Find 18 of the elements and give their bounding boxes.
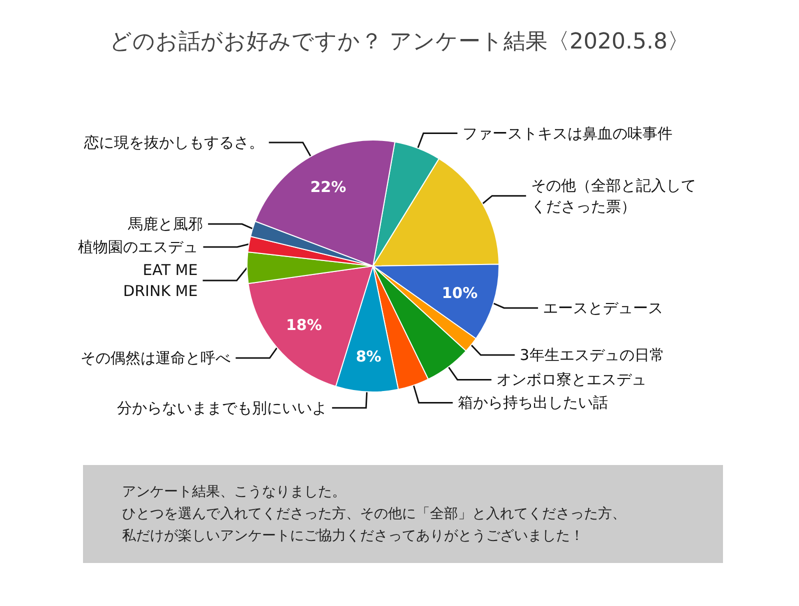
note-panel: アンケート結果、こうなりました。 ひとつを選んで入れてくださった方、その他に「全部」と入れてくださった方、 私だけが楽しいアンケートにご協力くださってありがとうございました！ — [83, 465, 723, 563]
data-label: 18% — [286, 316, 322, 334]
data-label: 10% — [442, 284, 478, 302]
data-label: 8% — [356, 348, 382, 366]
slice-label: その偶然は運命と呼べ — [80, 349, 231, 368]
slice-label: オンボロ寮とエスデュ — [496, 370, 646, 389]
data-label: 22% — [310, 178, 346, 196]
slice-label: その他（全部と記入してくださった票） — [531, 176, 696, 216]
slice-label: ファーストキスは鼻血の味事件 — [462, 124, 672, 142]
slice-label: エースとデュース — [543, 298, 664, 317]
chart-title: どのお話がお好みですか？ アンケート結果〈2020.5.8〉 — [110, 30, 690, 54]
slice-label: 3年生エスデュの日常 — [520, 346, 664, 364]
slice-label: 植物園のエスデュ — [78, 238, 198, 256]
slice-label: 恋に現を抜かしもするさ。 — [82, 134, 264, 152]
slice-label: 馬鹿と風邪 — [127, 215, 204, 234]
slice-label: 分からないままでも別にいいよ — [117, 398, 328, 417]
slice-label: 箱から持ち出したい話 — [458, 394, 608, 412]
slice-label: EAT ME DRINK ME — [123, 261, 198, 300]
